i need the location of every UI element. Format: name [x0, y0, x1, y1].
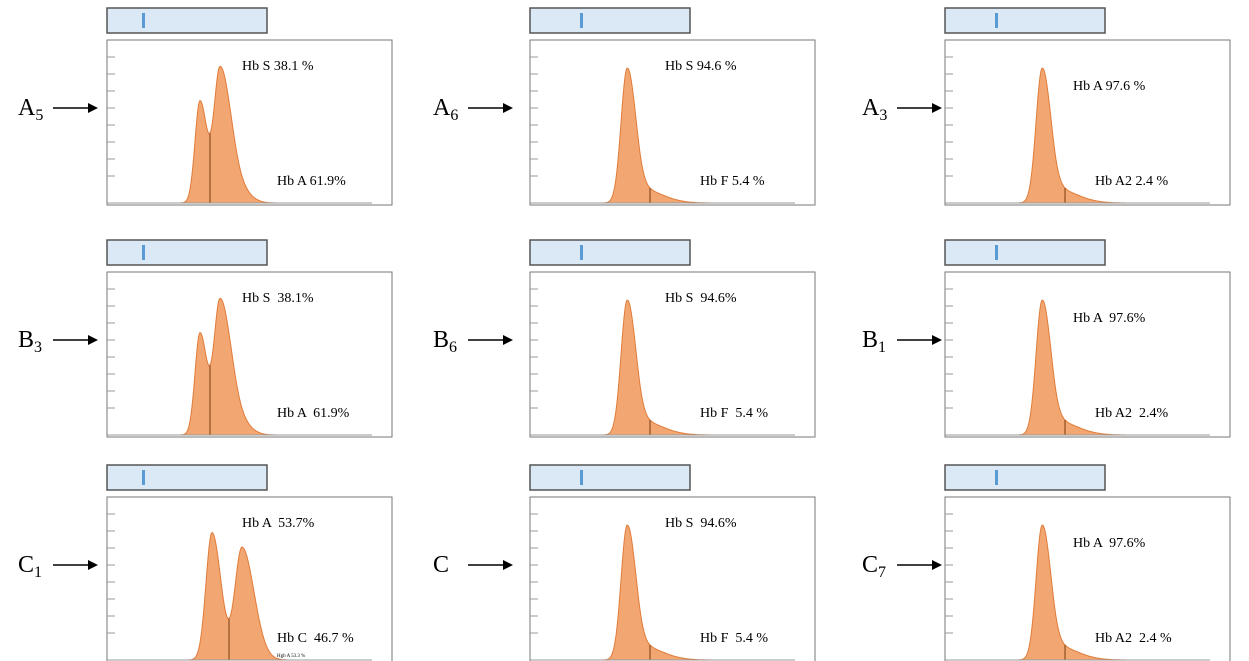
- peak-label: Hb A 61.9%: [277, 406, 350, 421]
- peak-area: [590, 299, 711, 436]
- peak-label: Hb S 94.6%: [665, 516, 737, 531]
- plot-box: [106, 39, 393, 206]
- plot-box: [529, 271, 816, 438]
- peak-label: Hb C 46.7 %: [277, 631, 354, 646]
- arrow-head: [932, 103, 942, 113]
- peak-label: Hb S 94.6%: [665, 291, 737, 306]
- peak-label: Hb F 5.4 %: [700, 631, 768, 646]
- label-sub: 6: [449, 339, 457, 356]
- gel-bar: [529, 7, 691, 34]
- peak-note: Hgb A 53.3 %: [277, 654, 305, 659]
- gel-band: [995, 13, 998, 28]
- label-letter: A: [18, 95, 36, 121]
- label-letter: A: [862, 95, 880, 121]
- plot-box: [529, 39, 816, 206]
- peak-label: Hb A 97.6%: [1073, 536, 1146, 551]
- label-letter: C: [862, 552, 878, 578]
- peak-area: [590, 524, 711, 661]
- sample-label: A5: [18, 95, 43, 124]
- label-sub: 7: [878, 564, 886, 581]
- label-letter: B: [18, 327, 34, 353]
- gel-bar: [529, 464, 691, 491]
- sample-label: B6: [433, 327, 457, 356]
- label-letter: C: [433, 552, 449, 578]
- gel-bar: [944, 7, 1106, 34]
- gel-band: [142, 245, 145, 260]
- peak-label: Hb A 97.6%: [1073, 311, 1146, 326]
- peak-area: [1005, 299, 1126, 436]
- label-letter: C: [18, 552, 34, 578]
- gel-bar: [106, 7, 268, 34]
- arrow-head: [503, 103, 513, 113]
- label-sub: 5: [35, 107, 43, 124]
- arrow-head: [503, 335, 513, 345]
- gel-band: [580, 13, 583, 28]
- arrow-head: [503, 560, 513, 570]
- peak-label: Hb F 5.4 %: [700, 406, 768, 421]
- label-sub: 3: [34, 339, 42, 356]
- gel-band: [995, 470, 998, 485]
- gel-band: [995, 245, 998, 260]
- label-letter: B: [433, 327, 449, 353]
- label-sub: 1: [878, 339, 886, 356]
- gel-band: [142, 13, 145, 28]
- gel-bar: [529, 239, 691, 266]
- arrow-head: [932, 560, 942, 570]
- sample-label: A6: [433, 95, 458, 124]
- peak-label: Hb A 97.6 %: [1073, 79, 1146, 94]
- plot-box: [944, 39, 1231, 206]
- peak-area: [1005, 67, 1126, 204]
- arrow-head: [932, 335, 942, 345]
- arrow-head: [88, 103, 98, 113]
- arrow-head: [88, 335, 98, 345]
- sample-label: C7: [862, 552, 886, 581]
- label-sub: 1: [34, 564, 42, 581]
- gel-band: [580, 245, 583, 260]
- plot-box: [944, 271, 1231, 438]
- label-letter: A: [433, 95, 451, 121]
- gel-band: [580, 470, 583, 485]
- label-sub: 6: [450, 107, 458, 124]
- peak-label: Hb A 61.9%: [277, 174, 346, 189]
- sample-label: B1: [862, 327, 886, 356]
- peak-area: [1005, 524, 1126, 661]
- sample-label: C1: [18, 552, 42, 581]
- gel-bar: [106, 239, 268, 266]
- peak-label: Hb S 94.6 %: [665, 59, 737, 74]
- gel-bar: [106, 464, 268, 491]
- peak-label: Hb A2 2.4 %: [1095, 174, 1168, 189]
- plot-box: [106, 271, 393, 438]
- sample-label: C: [433, 552, 449, 578]
- peak-area: [590, 67, 711, 204]
- label-sub: 3: [879, 107, 887, 124]
- peak-label: Hb A2 2.4 %: [1095, 631, 1172, 646]
- peak-label: Hb S 38.1 %: [242, 59, 314, 74]
- peak-label: Hb A 53.7%: [242, 516, 315, 531]
- peak-label: Hb F 5.4 %: [700, 174, 765, 189]
- gel-bar: [944, 464, 1106, 491]
- label-letter: B: [862, 327, 878, 353]
- peak-label: Hb A2 2.4%: [1095, 406, 1168, 421]
- arrow-head: [88, 560, 98, 570]
- gel-bar: [944, 239, 1106, 266]
- sample-label: B3: [18, 327, 42, 356]
- plot-box: [944, 496, 1231, 661]
- gel-band: [142, 470, 145, 485]
- sample-label: A3: [862, 95, 887, 124]
- plot-box: [529, 496, 816, 661]
- peak-label: Hb S 38.1%: [242, 291, 314, 306]
